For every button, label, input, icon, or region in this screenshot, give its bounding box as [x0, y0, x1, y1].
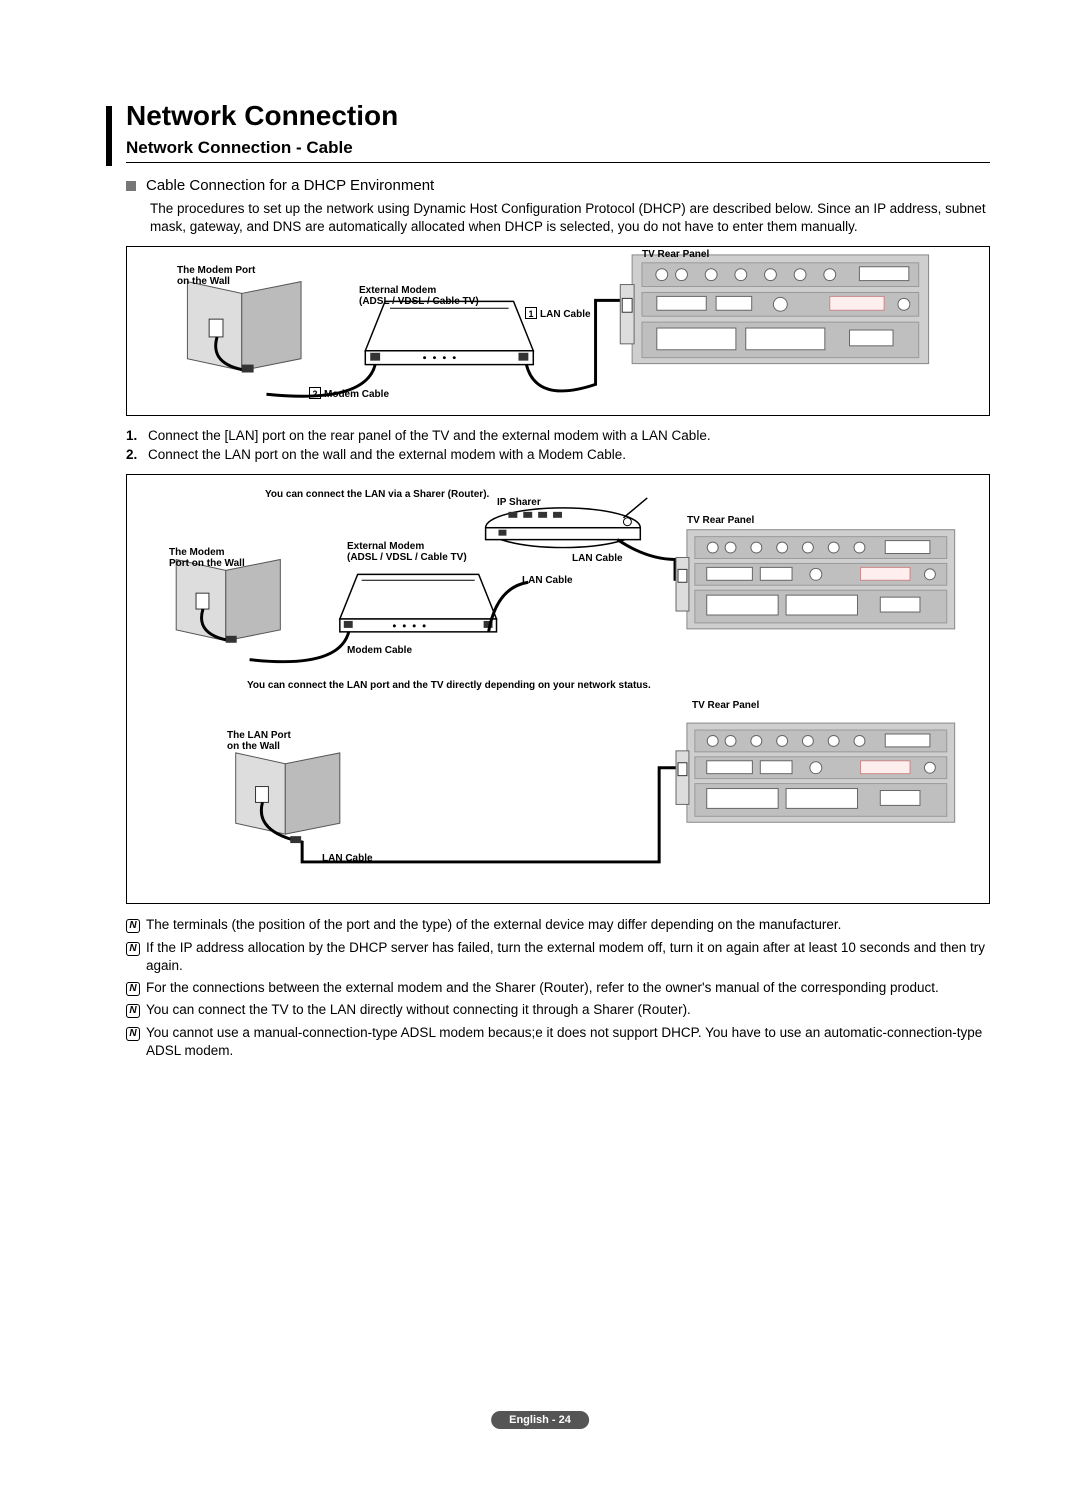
notes-list: N The terminals (the position of the por… [126, 916, 990, 1060]
intro-paragraph: The procedures to set up the network usi… [150, 200, 990, 236]
diagram-dhcp-router: You can connect the LAN via a Sharer (Ro… [126, 474, 990, 904]
label-ext-modem: External Modem (ADSL / VDSL / Cable TV) [359, 285, 479, 307]
step-text: Connect the LAN port on the wall and the… [148, 447, 626, 462]
footer-label: English - 24 [491, 1411, 589, 1429]
step-number: 2. [126, 447, 148, 462]
diagram1-svg [127, 247, 989, 415]
note-text: The terminals (the position of the port … [146, 916, 841, 934]
note-icon: N [126, 979, 146, 997]
label-lan-cable-c: LAN Cable [322, 853, 373, 864]
note-icon: N [126, 1024, 146, 1060]
note-item: N If the IP address allocation by the DH… [126, 939, 990, 975]
note-icon: N [126, 939, 146, 975]
note-item: N You cannot use a manual-connection-typ… [126, 1024, 990, 1060]
page-footer: English - 24 [491, 1410, 589, 1428]
env-heading: Cable Connection for a DHCP Environment [146, 177, 434, 194]
label-ext-modem2: External Modem (ADSL / VDSL / Cable TV) [347, 541, 467, 563]
num-1: 1 [525, 307, 537, 319]
note-item: N The terminals (the position of the por… [126, 916, 990, 934]
step-item: 1. Connect the [LAN] port on the rear pa… [126, 428, 990, 443]
note-text: If the IP address allocation by the DHCP… [146, 939, 990, 975]
env-heading-row: Cable Connection for a DHCP Environment [126, 177, 990, 194]
note-text: You can connect the TV to the LAN direct… [146, 1001, 691, 1019]
page: Network Connection Network Connection - … [0, 0, 1080, 1488]
label-lan-cable-b: LAN Cable [522, 575, 573, 586]
note-text: For the connections between the external… [146, 979, 939, 997]
note-icon: N [126, 916, 146, 934]
label-lan-cable-a: LAN Cable [572, 553, 623, 564]
label-tv-rear-upper: TV Rear Panel [687, 515, 754, 526]
square-bullet-icon [126, 181, 136, 191]
lan-cable-text: LAN Cable [540, 309, 591, 320]
note-text: You cannot use a manual-connection-type … [146, 1024, 990, 1060]
note-item: N For the connections between the extern… [126, 979, 990, 997]
label-lan-port: The LAN Port on the Wall [227, 730, 291, 752]
step-text: Connect the [LAN] port on the rear panel… [148, 428, 711, 443]
diagram-dhcp-basic: TV Rear Panel The Modem Port on the Wall… [126, 246, 990, 416]
label-modem-cable: 2Modem Cable [309, 387, 389, 400]
label-tv-rear-lower: TV Rear Panel [692, 700, 759, 711]
label-ip-sharer: IP Sharer [497, 497, 541, 508]
label-tv-rear: TV Rear Panel [642, 249, 709, 260]
section-subtitle: Network Connection - Cable [126, 138, 990, 163]
step-item: 2. Connect the LAN port on the wall and … [126, 447, 990, 462]
label-modem-port2: The Modem Port on the Wall [169, 547, 245, 569]
caption-direct: You can connect the LAN port and the TV … [247, 680, 651, 691]
label-modem-port: The Modem Port on the Wall [177, 265, 255, 287]
num-2: 2 [309, 387, 321, 399]
steps-list: 1. Connect the [LAN] port on the rear pa… [126, 428, 990, 462]
modem-cable-text: Modem Cable [324, 389, 389, 400]
page-title: Network Connection [126, 100, 990, 132]
label-modem-cable2: Modem Cable [347, 645, 412, 656]
note-icon: N [126, 1001, 146, 1019]
note-item: N You can connect the TV to the LAN dire… [126, 1001, 990, 1019]
diagram2-svg [127, 495, 989, 902]
step-number: 1. [126, 428, 148, 443]
label-lan-cable: 1LAN Cable [525, 307, 591, 320]
title-side-bar [106, 106, 112, 166]
